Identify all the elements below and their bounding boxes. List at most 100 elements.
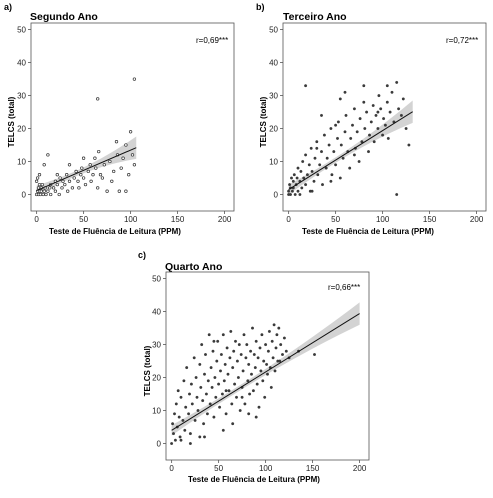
y-tick-label: 0 (274, 191, 279, 200)
data-point (349, 136, 353, 140)
data-point (53, 189, 58, 193)
data-point (301, 160, 305, 163)
data-point (72, 176, 76, 180)
data-point (390, 90, 394, 94)
data-point (369, 120, 373, 124)
data-point (338, 97, 342, 101)
panel-c: c) Quarto Ano r=0,66*** 0 50 100 150 200 0 10… (138, 250, 370, 484)
y-tick-label: 10 (17, 158, 26, 167)
panel-b-letter: b) (256, 2, 265, 12)
panel-a-y-ticks: 0 10 20 30 40 50 (17, 26, 31, 200)
data-point (298, 193, 302, 196)
data-point (77, 186, 81, 190)
data-point (44, 192, 48, 197)
panel-b-title: Terceiro Ano (283, 11, 347, 23)
data-point (290, 189, 294, 193)
data-point (382, 117, 386, 121)
data-point (313, 156, 317, 160)
panel-a-plot-area (30, 22, 235, 212)
data-point (102, 163, 106, 167)
data-point (242, 333, 246, 337)
panel-a-y-label: TELCS (total) (7, 96, 16, 147)
data-point (219, 369, 222, 373)
data-point (225, 346, 229, 350)
x-tick-label: 200 (470, 215, 484, 224)
data-point (296, 189, 300, 193)
data-point (193, 418, 197, 422)
data-point (224, 412, 228, 416)
y-tick-label: 40 (269, 59, 278, 68)
data-point (213, 376, 217, 379)
y-tick-label: 0 (22, 191, 27, 200)
data-point (296, 166, 300, 170)
data-point (290, 176, 293, 180)
data-point (86, 169, 90, 174)
data-point (81, 176, 86, 180)
data-point (80, 166, 84, 170)
data-point (358, 117, 362, 121)
data-point (271, 356, 275, 360)
data-point (385, 84, 389, 88)
data-point (205, 412, 209, 416)
data-point (251, 326, 254, 330)
panel-c-letter: c) (138, 250, 146, 260)
x-tick-label: 100 (259, 464, 273, 473)
data-point (240, 395, 244, 399)
data-point (121, 156, 125, 160)
data-point (105, 189, 109, 193)
data-point (124, 143, 128, 147)
data-point (274, 346, 278, 350)
data-point (41, 192, 45, 197)
data-point (348, 166, 352, 170)
data-point (100, 176, 105, 180)
data-point (218, 405, 222, 409)
data-point (383, 123, 387, 127)
data-point (130, 153, 135, 157)
data-point (261, 379, 265, 383)
data-point (88, 163, 92, 167)
y-tick-label: 40 (17, 59, 26, 68)
data-point (124, 189, 128, 193)
data-point (329, 127, 333, 130)
data-point (212, 339, 216, 343)
data-point (252, 353, 256, 356)
data-point (226, 372, 230, 376)
data-point (198, 362, 202, 366)
data-point (234, 339, 237, 343)
data-point (40, 182, 44, 187)
data-point (250, 372, 253, 376)
data-point (190, 402, 194, 406)
confidence-band (288, 100, 413, 195)
data-point (221, 428, 225, 432)
data-point (74, 169, 78, 174)
data-point (236, 376, 240, 379)
data-point (96, 186, 100, 190)
data-point (277, 326, 281, 330)
data-point (183, 428, 187, 432)
data-point (343, 130, 347, 134)
data-point (194, 376, 198, 379)
data-point (51, 186, 56, 190)
data-point (188, 392, 191, 396)
data-point (321, 183, 324, 187)
data-point (222, 379, 226, 383)
data-point (329, 179, 333, 183)
x-tick-label: 150 (423, 215, 437, 224)
data-point (94, 166, 98, 170)
data-point (272, 323, 276, 327)
data-point (208, 402, 212, 406)
data-point (42, 163, 46, 167)
data-point (320, 150, 323, 154)
panel-b-fit-line (288, 111, 413, 190)
data-point (278, 359, 282, 363)
y-tick-label: 10 (269, 158, 278, 167)
data-point (110, 179, 114, 183)
x-tick-label: 200 (218, 215, 232, 224)
panel-a-points (34, 77, 137, 197)
data-point (287, 189, 291, 193)
data-point (330, 173, 334, 177)
panel-a: a) Segundo Ano r=0,69*** 0 50 100 150 200 0 1… (4, 2, 235, 236)
data-point (266, 372, 269, 376)
data-point (67, 179, 72, 183)
data-point (230, 402, 234, 406)
